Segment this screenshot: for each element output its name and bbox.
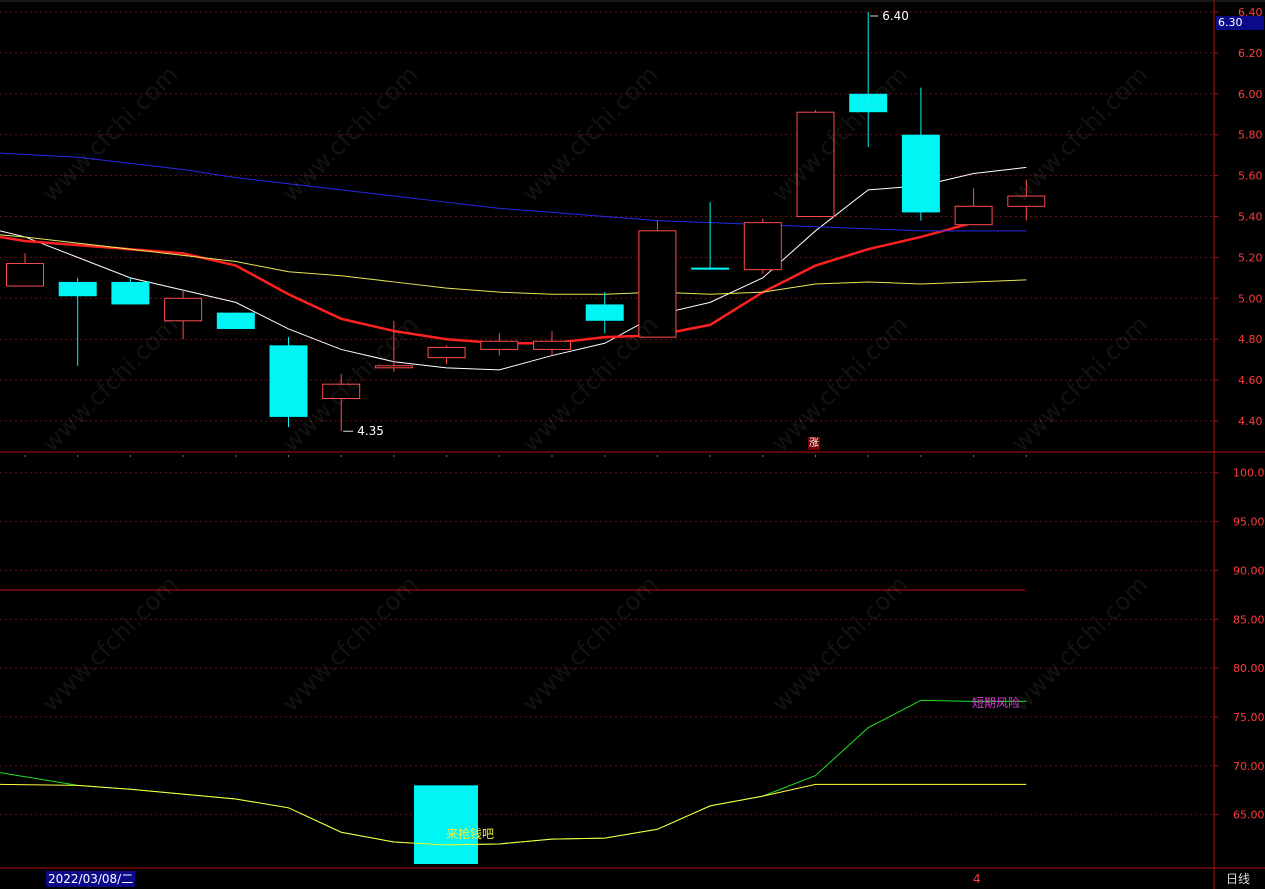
candle-body-up — [6, 263, 44, 287]
moving-average-line — [0, 152, 1027, 232]
indicator-tick-label: 95.00 — [1233, 516, 1265, 529]
candle-body-down — [849, 93, 888, 113]
indicator-tick-label: 100.0 — [1233, 467, 1265, 480]
price-tick-label: 5.80 — [1238, 129, 1263, 142]
price-tick-label: 6.00 — [1238, 88, 1263, 101]
indicator-line — [0, 699, 1027, 846]
candle-body-up — [480, 340, 519, 350]
price-tick-label: 5.40 — [1238, 211, 1263, 224]
candle-body-up — [638, 230, 677, 338]
candle-body-up — [164, 297, 203, 322]
candle-body-down — [216, 312, 255, 329]
period-button[interactable]: 日线 — [1226, 872, 1251, 886]
candle-body-down — [111, 281, 150, 305]
risk-label: 短期风险 — [972, 696, 1021, 710]
indicator-tick-label: 80.00 — [1233, 662, 1265, 675]
candle-body-up — [322, 383, 361, 400]
cursor-date: 2022/03/08/二 — [46, 871, 136, 887]
candle-body-down — [901, 134, 940, 213]
month-marker: 4 — [973, 872, 981, 886]
candle-body-up — [427, 346, 466, 359]
moving-average-line — [0, 234, 1027, 295]
candle-body-up — [954, 205, 993, 226]
signal-label: 来抢钱吧 — [446, 827, 495, 841]
current-price-tag: 6.30 — [1216, 16, 1264, 30]
candle-body-up — [743, 222, 782, 271]
indicator-tick-label: 75.00 — [1233, 711, 1265, 724]
candle-body-down — [585, 304, 624, 321]
indicator-tick-label: 65.00 — [1233, 809, 1265, 822]
candle-body-up — [1007, 195, 1046, 207]
price-tick-label: 6.40 — [1238, 6, 1263, 19]
price-tick-label: 5.20 — [1238, 251, 1263, 264]
indicator-tick-label: 90.00 — [1233, 564, 1265, 577]
candle-body-up — [374, 365, 413, 369]
price-tick-label: 6.20 — [1238, 47, 1263, 60]
indicator-tick-label: 70.00 — [1233, 760, 1265, 773]
low-price-label: 4.35 — [357, 424, 384, 438]
price-tick-label: 4.80 — [1238, 333, 1263, 346]
price-tick-label: 4.40 — [1238, 415, 1263, 428]
high-price-label: 6.40 — [882, 9, 909, 23]
candle-body-up — [533, 340, 571, 350]
indicator-tick-label: 85.00 — [1233, 613, 1265, 626]
candle-body-down — [269, 345, 308, 417]
candle-body-down — [58, 281, 97, 297]
price-tick-label: 4.60 — [1238, 374, 1263, 387]
rise-badge: 涨 — [808, 437, 820, 450]
candle-body-down — [691, 267, 730, 270]
indicator-line — [0, 783, 1027, 846]
price-tick-label: 5.60 — [1238, 170, 1263, 183]
price-tick-label: 5.00 — [1238, 292, 1263, 305]
candle-body-up — [796, 111, 835, 217]
signal-bar — [414, 785, 478, 864]
